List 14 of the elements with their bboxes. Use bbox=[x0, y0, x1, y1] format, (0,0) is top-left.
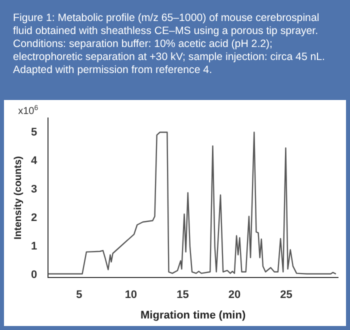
y-tick-label: 2 bbox=[30, 212, 38, 224]
x-axis-title: Migration time (min) bbox=[140, 309, 246, 322]
y-tick-label: 5 bbox=[30, 126, 38, 138]
y-axis-title: Intensity (counts) bbox=[12, 156, 24, 240]
y-tick-label: 4 bbox=[30, 154, 38, 167]
chart-title: Figure 1: Metabolic profile (m/z 65–1000) of mouse cerebrospinal fluid obtained with sheathless CE–MS using a porous tip sprayer. Conditions: separation buffer: 10% acetic acid (pH 2.2); electrophoretic separation at +30 kV; sample injection: circa 45 nL. Adapted with permission from reference 4. bbox=[12, 11, 326, 78]
x-tick-label: 25 bbox=[280, 289, 292, 302]
x-tick-label: 20 bbox=[228, 289, 241, 302]
x-tick-label: 10 bbox=[124, 289, 138, 302]
y-tick-label: 0 bbox=[30, 268, 38, 281]
x-tick-label: 5 bbox=[76, 289, 82, 302]
x-tick-label: 15 bbox=[176, 289, 189, 302]
y-tick-label: 3 bbox=[30, 183, 38, 196]
y-tick-label: 1 bbox=[30, 240, 38, 252]
